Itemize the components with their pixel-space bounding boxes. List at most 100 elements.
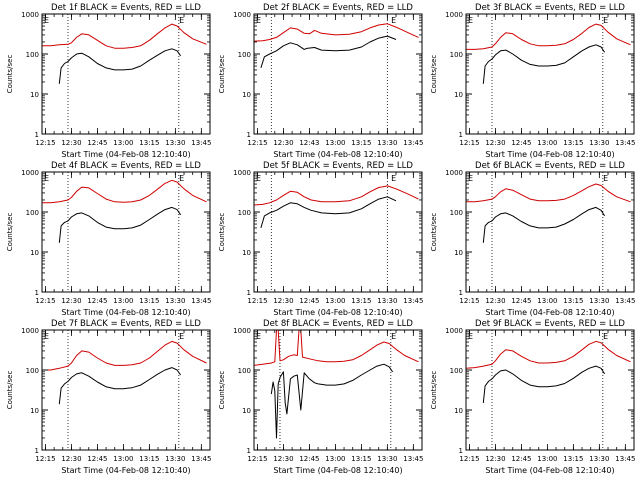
panel-title: Det 7f BLACK = Events, RED = LLD (51, 319, 201, 329)
x-axis-label: Start Time (04-Feb-08 12:10:40) (61, 308, 190, 317)
series-line-black (58, 206, 182, 243)
panel-title: Det 1f BLACK = Events, RED = LLD (51, 3, 201, 13)
y-tick-label: 1 (459, 131, 463, 139)
series-line-black (270, 363, 394, 439)
y-axis-label: Counts/sec (6, 55, 14, 94)
panel-title: Det 2f BLACK = Events, RED = LLD (263, 3, 413, 13)
x-tick-label: 12:15 (247, 139, 267, 147)
x-tick-label: 13:45 (403, 139, 423, 147)
event-flag-marker: E (603, 174, 608, 183)
x-tick-label: 12:15 (35, 455, 55, 463)
x-tick-label: 13:30 (589, 139, 609, 147)
y-tick-label: 1 (35, 131, 39, 139)
y-tick-label: 1000 (21, 11, 39, 19)
y-tick-label: 1 (247, 447, 251, 455)
panel-det-3: Det 3f BLACK = Events, RED = LLD Counts/s… (430, 3, 635, 159)
panel-title: Det 5f BLACK = Events, RED = LLD (263, 161, 413, 171)
x-tick-label: 13:30 (589, 297, 609, 305)
y-tick-label: 1 (459, 447, 463, 455)
panel-title: Det 3f BLACK = Events, RED = LLD (475, 3, 625, 13)
event-flag-marker: E (179, 174, 184, 183)
panel-det-7: Det 7f BLACK = Events, RED = LLD Counts/s… (6, 319, 211, 475)
panel-title: Det 8f BLACK = Events, RED = LLD (263, 319, 413, 329)
y-axis-label: Counts/sec (218, 213, 226, 252)
x-tick-label: 12:45 (87, 455, 107, 463)
y-tick-label: 1 (459, 289, 463, 297)
x-tick-label: 12:15 (459, 455, 479, 463)
x-tick-label: 12:45 (87, 297, 107, 305)
y-tick-label: 10 (454, 407, 463, 415)
event-flag-marker: E (44, 332, 49, 341)
y-tick-label: 10 (454, 91, 463, 99)
x-tick-label: 13:00 (325, 455, 345, 463)
plot-frame (41, 329, 211, 451)
series-line-black (58, 48, 182, 84)
x-tick-label: 13:45 (403, 455, 423, 463)
event-flag-marker: E (179, 16, 184, 25)
y-tick-label: 100 (26, 367, 39, 375)
y-tick-label: 10 (30, 91, 39, 99)
plot-frame (253, 13, 423, 135)
x-axis-label: Start Time (04-Feb-08 12:10:40) (61, 466, 190, 475)
x-axis-label: Start Time (04-Feb-08 12:10:40) (273, 308, 402, 317)
series-line-black (58, 367, 182, 405)
x-tick-label: 13:30 (589, 455, 609, 463)
x-axis-label: Start Time (04-Feb-08 12:10:40) (61, 150, 190, 159)
x-tick-label: 13:45 (191, 297, 211, 305)
x-tick-label: 12:30 (485, 455, 505, 463)
event-flag-marker: E (468, 332, 473, 341)
x-tick-label: 13:15 (139, 455, 159, 463)
panel-title: Det 6f BLACK = Events, RED = LLD (475, 161, 625, 171)
panel-det-8: Det 8f BLACK = Events, RED = LLD Counts/s… (218, 319, 423, 475)
panel-det-4: Det 4f BLACK = Events, RED = LLD Counts/s… (6, 161, 211, 317)
series-line-black (260, 196, 397, 229)
y-tick-label: 10 (242, 91, 251, 99)
event-flag-marker: E (44, 174, 49, 183)
y-tick-label: 1 (35, 289, 39, 297)
y-tick-label: 100 (450, 367, 463, 375)
x-tick-label: 13:45 (191, 139, 211, 147)
y-axis-label: Counts/sec (218, 55, 226, 94)
x-tick-label: 13:15 (139, 297, 159, 305)
panel-title: Det 4f BLACK = Events, RED = LLD (51, 161, 201, 171)
y-tick-label: 1000 (233, 169, 251, 177)
event-flag-marker: E (603, 332, 608, 341)
y-tick-label: 10 (454, 249, 463, 257)
y-tick-label: 10 (242, 249, 251, 257)
series-line-red (253, 185, 419, 206)
x-tick-label: 12:45 (511, 455, 531, 463)
event-flag-marker: E (44, 16, 49, 25)
x-tick-label: 12:15 (247, 297, 267, 305)
x-tick-label: 13:30 (165, 139, 185, 147)
x-tick-label: 13:45 (191, 455, 211, 463)
x-tick-label: 12:30 (61, 455, 81, 463)
x-tick-label: 12:30 (273, 297, 293, 305)
x-tick-label: 12:45 (511, 297, 531, 305)
x-tick-label: 12:45 (87, 139, 107, 147)
plot-frame (41, 13, 211, 135)
y-tick-label: 1000 (445, 327, 463, 335)
x-tick-label: 13:15 (139, 139, 159, 147)
x-tick-label: 13:45 (615, 139, 635, 147)
series-line-red (42, 179, 207, 204)
y-tick-label: 1000 (21, 169, 39, 177)
x-tick-label: 13:15 (563, 139, 583, 147)
x-axis-label: Start Time (04-Feb-08 12:10:40) (485, 466, 614, 475)
series-line-red (42, 23, 207, 49)
x-axis-label: Start Time (04-Feb-08 12:10:40) (273, 150, 402, 159)
x-tick-label: 12:30 (485, 297, 505, 305)
x-tick-label: 12:15 (35, 139, 55, 147)
y-tick-label: 100 (26, 51, 39, 59)
x-tick-label: 13:00 (537, 139, 557, 147)
x-tick-label: 12:15 (459, 297, 479, 305)
series-line-red (466, 183, 631, 203)
x-tick-label: 13:45 (615, 455, 635, 463)
x-tick-label: 12:15 (247, 455, 267, 463)
y-tick-label: 1000 (445, 169, 463, 177)
series-line-black (482, 206, 606, 243)
plot-frame (41, 171, 211, 293)
x-tick-label: 12:30 (61, 297, 81, 305)
x-tick-label: 12:30 (61, 139, 81, 147)
x-tick-label: 13:00 (537, 297, 557, 305)
